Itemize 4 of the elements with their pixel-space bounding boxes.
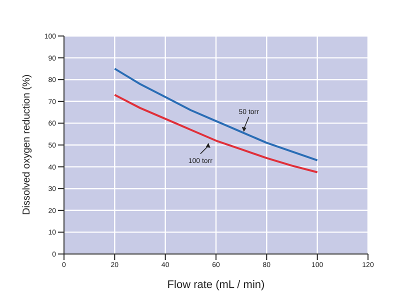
line-series bbox=[114, 94, 318, 174]
line-series bbox=[114, 68, 318, 162]
x-axis-title: Flow rate (mL / min) bbox=[167, 279, 265, 291]
y-axis-title: Dissolved oxygen reduction (%) bbox=[22, 74, 33, 215]
